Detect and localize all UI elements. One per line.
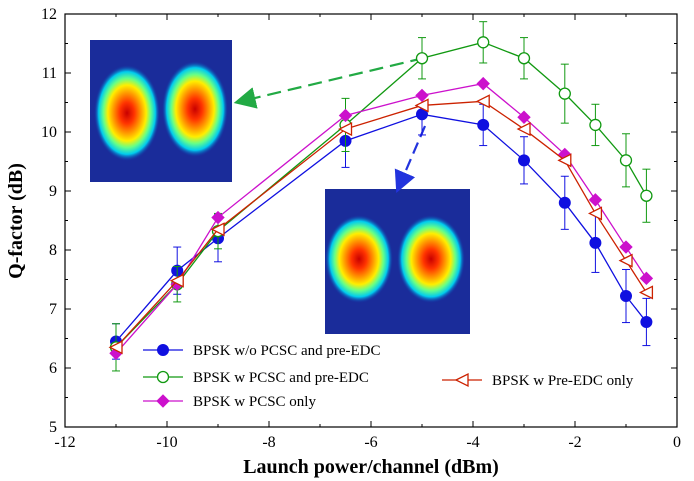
data-point	[587, 206, 603, 221]
data-point	[169, 273, 184, 288]
legend-swatch-marker	[454, 372, 469, 388]
legend-label: BPSK w Pre-EDC only	[492, 373, 634, 389]
legend-swatch-marker	[156, 370, 170, 384]
constellation-lobe-right	[397, 215, 465, 303]
data-point	[338, 121, 353, 137]
legend-swatch-marker	[157, 344, 169, 356]
y-tick-label: 7	[49, 301, 57, 318]
y-tick-label: 9	[49, 183, 57, 200]
data-point	[517, 52, 531, 65]
data-point	[640, 315, 653, 328]
data-point	[414, 98, 429, 113]
data-point	[210, 222, 225, 237]
data-point	[619, 154, 633, 167]
legend-item: BPSK w PCSC only	[143, 394, 316, 410]
y-tick-label: 6	[49, 360, 57, 377]
constellation-inset-2	[325, 189, 470, 334]
legend-label: BPSK w PCSC only	[193, 394, 316, 410]
y-tick-label: 5	[49, 419, 57, 436]
legend-swatch-marker	[156, 394, 170, 408]
y-tick-label: 12	[41, 6, 57, 23]
data-point	[108, 340, 123, 355]
data-point	[589, 236, 602, 249]
constellation-lobe-right	[162, 61, 228, 157]
data-point	[639, 271, 654, 286]
x-tick-label: 0	[673, 434, 681, 451]
x-tick-label: -8	[262, 434, 275, 451]
constellation-lobe-left	[94, 65, 160, 161]
data-point	[477, 36, 490, 49]
y-tick-label: 11	[42, 65, 57, 82]
inset-1-pointer-arrow	[233, 56, 425, 109]
data-point	[517, 110, 531, 124]
legend-item: BPSK w/o PCSC and pre-EDC	[143, 343, 381, 359]
data-point	[475, 94, 490, 109]
data-point	[618, 253, 633, 268]
data-point	[558, 87, 571, 100]
legend-item: BPSK w Pre-EDC only	[442, 372, 634, 389]
axis-ticks	[64, 13, 678, 428]
data-point	[415, 52, 429, 65]
axis-tick-labels: -12 -10 -8 -6 -4 -2 0 5 6 7 8 9 10 11 12	[41, 6, 681, 451]
data-point	[338, 108, 353, 123]
x-tick-label: -10	[156, 434, 177, 451]
data-point	[640, 189, 653, 202]
constellation-inset-1	[90, 40, 232, 182]
data-series-layer	[108, 21, 654, 372]
x-tick-label: -4	[466, 434, 479, 451]
legend-item: BPSK w PCSC and pre-EDC	[143, 370, 369, 386]
data-point	[588, 193, 603, 207]
x-tick-label: -12	[54, 434, 75, 451]
legend-label: BPSK w/o PCSC and pre-EDC	[193, 343, 381, 359]
constellation-lobe-left	[325, 215, 393, 303]
legend-label: BPSK w PCSC and pre-EDC	[193, 370, 369, 386]
data-point	[558, 196, 571, 209]
data-point	[620, 290, 632, 303]
data-point	[589, 118, 602, 132]
legend: BPSK w/o PCSC and pre-EDC BPSK w PCSC and…	[143, 343, 634, 410]
data-point	[476, 76, 490, 91]
x-tick-label: -2	[568, 434, 581, 451]
y-tick-label: 8	[49, 242, 57, 259]
data-point	[516, 121, 531, 137]
y-axis-title: Q-factor (dB)	[5, 163, 27, 279]
inset-2-pointer-arrow	[394, 125, 427, 194]
data-point	[415, 88, 429, 103]
data-point	[477, 118, 490, 131]
x-tick-label: -6	[364, 434, 377, 451]
data-point	[619, 240, 633, 254]
data-point	[638, 285, 654, 300]
y-tick-label: 10	[41, 124, 57, 141]
series-3	[108, 94, 654, 355]
x-axis-title: Launch power/channel (dBm)	[243, 456, 499, 478]
data-point	[557, 153, 572, 168]
data-point	[518, 154, 530, 167]
data-point	[211, 210, 225, 225]
